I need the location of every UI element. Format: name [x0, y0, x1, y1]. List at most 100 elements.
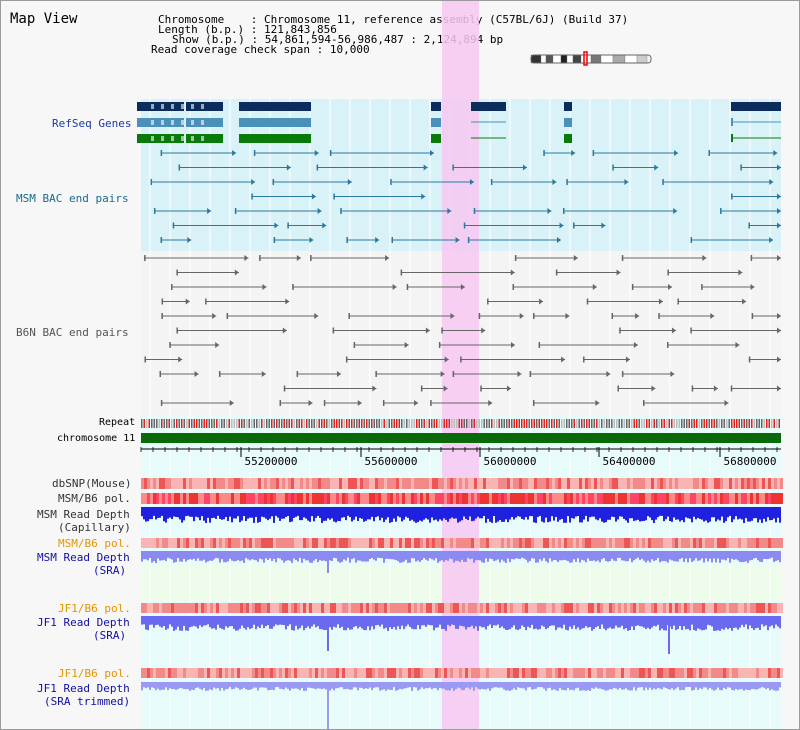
gene-block — [137, 102, 184, 111]
jf1-depth-trimmed — [451, 682, 453, 689]
msm-pol-heat-2 — [477, 538, 480, 548]
repeat-mark — [351, 419, 353, 428]
repeat-mark — [411, 419, 413, 428]
jf1-depth-sra — [209, 616, 211, 628]
dbsnp-heat — [243, 478, 246, 489]
jf1-depth-sra — [357, 616, 359, 629]
jf1-depth-trimmed — [153, 682, 155, 689]
msm-depth-sra — [683, 551, 685, 562]
jf1-pol-heat — [483, 603, 486, 613]
repeat-mark — [641, 419, 643, 428]
msm-pol-heat-2 — [750, 538, 753, 548]
jf1-pol-heat — [414, 603, 417, 613]
jf1-depth-sra — [375, 616, 377, 626]
msm-depth-capillary — [507, 507, 509, 523]
msm-depth-sra — [399, 551, 401, 563]
msm-depth-capillary — [677, 507, 679, 520]
msm-pol-heat-2 — [744, 538, 747, 548]
repeat-mark — [683, 419, 685, 428]
msm-pol-heat-2 — [669, 538, 672, 548]
ideogram-band — [580, 54, 592, 64]
dbsnp-heat — [642, 478, 645, 489]
jf1-pol-heat-2 — [687, 668, 690, 678]
msm-depth-sra — [229, 551, 231, 559]
jf1-depth-sra — [395, 616, 397, 630]
dbsnp-heat — [255, 478, 258, 489]
msm-pol-heat — [519, 493, 522, 504]
msm-depth-sra — [481, 551, 483, 563]
msm-depth-capillary — [287, 507, 289, 517]
jf1-depth-sra — [553, 616, 555, 626]
dbsnp-heat — [660, 478, 663, 489]
msm-depth-capillary — [259, 507, 261, 522]
jf1-depth-trimmed — [629, 682, 631, 691]
jf1-depth-sra — [293, 616, 295, 631]
jf1-depth-trimmed — [601, 682, 603, 690]
msm-depth-capillary — [179, 507, 181, 520]
msm-depth-capillary — [659, 507, 661, 516]
jf1-pol-heat — [543, 603, 546, 613]
jf1-pol-heat-2 — [600, 668, 603, 678]
b6n-bac-pair — [460, 284, 465, 290]
repeat-mark — [501, 419, 503, 428]
msm-depth-sra — [441, 551, 443, 561]
msm-depth-sra — [333, 551, 335, 558]
jf1-pol-heat — [606, 603, 609, 613]
jf1-depth-trimmed — [317, 682, 319, 689]
jf1-pol-heat-2 — [402, 668, 405, 678]
msm-depth-sra — [541, 551, 543, 561]
msm-depth-sra — [367, 551, 369, 562]
jf1-depth-sra — [313, 616, 315, 625]
msm-depth-sra — [737, 551, 739, 561]
jf1-pol-heat — [537, 603, 540, 613]
jf1-depth-trimmed — [267, 682, 269, 691]
msm-pol-heat-2 — [696, 538, 699, 548]
msm-pol-heat-2 — [552, 538, 555, 548]
jf1-pol-heat — [768, 603, 771, 613]
dbsnp-heat — [594, 478, 597, 489]
jf1-depth-sra — [329, 616, 331, 628]
msm-depth-capillary — [685, 507, 687, 518]
repeat-mark — [243, 419, 245, 428]
b6n-bac-pair — [506, 385, 511, 392]
repeat-mark — [143, 419, 145, 428]
jf1-pol-heat — [747, 603, 750, 613]
jf1-pol-heat — [690, 603, 693, 613]
jf1-depth-trimmed — [149, 682, 151, 690]
jf1-depth-sra — [559, 616, 561, 628]
jf1-depth-sra — [467, 616, 469, 628]
b6n-bac-pair — [635, 313, 640, 319]
msm-depth-sra — [413, 551, 415, 559]
b6n-bac-pair — [438, 342, 441, 348]
jf1-pol-heat-2 — [312, 668, 315, 678]
jf1-depth-sra — [195, 616, 197, 627]
jf1-pol-heat-2 — [642, 668, 645, 678]
msm-depth-sra — [643, 551, 645, 561]
jf1-depth-trimmed — [505, 682, 507, 691]
dbsnp-heat — [360, 478, 363, 489]
jf1-depth-trimmed — [227, 682, 229, 689]
jf1-depth-sra — [643, 616, 645, 628]
dbsnp-heat — [201, 478, 204, 489]
b6n-bac-pair — [481, 327, 486, 334]
msm-bac-pair — [522, 164, 527, 171]
msm-depth-capillary — [285, 507, 287, 518]
msm-depth-capillary — [735, 507, 737, 517]
msm-depth-capillary — [309, 507, 311, 522]
jf1-depth-sra — [581, 616, 583, 629]
repeat-mark — [638, 419, 640, 428]
jf1-depth-sra — [719, 616, 721, 631]
msm-pol-heat-2 — [657, 538, 660, 548]
repeat-mark — [766, 419, 768, 428]
msm-depth-sra — [175, 551, 177, 563]
jf1-depth-sra-label: JF1 Read Depth — [37, 616, 130, 629]
msm-pol-heat — [528, 493, 531, 504]
msm-depth-sra — [779, 551, 781, 563]
msm-depth-capillary — [495, 507, 497, 523]
ideogram-band — [545, 54, 554, 64]
jf1-depth-trimmed — [229, 682, 231, 688]
length-label: Length (b.p.) — [158, 23, 245, 36]
msm-depth-sra — [555, 551, 557, 561]
msm-depth-capillary — [187, 507, 189, 516]
